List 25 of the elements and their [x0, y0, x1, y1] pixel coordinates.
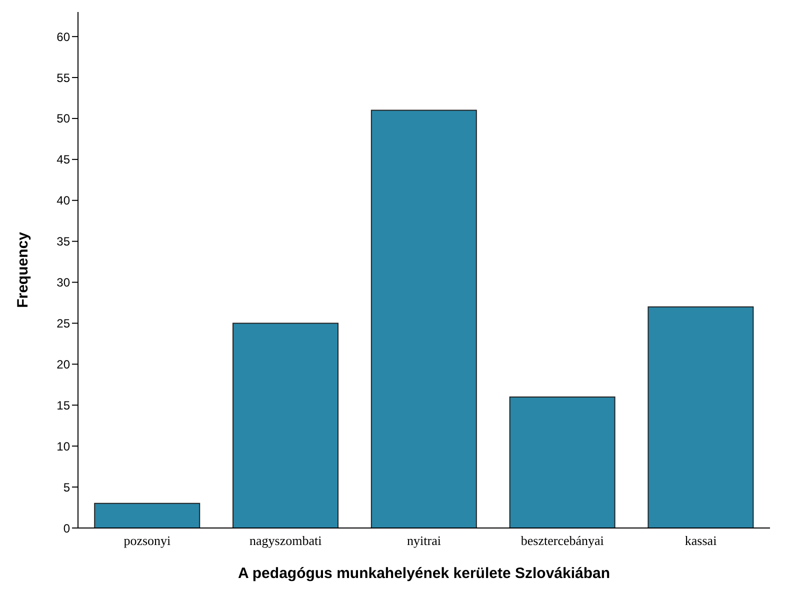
- y-tick-label: 30: [56, 276, 70, 290]
- x-axis-title: A pedagógus munkahelyének kerülete Szlovákiában: [238, 565, 610, 582]
- x-tick-label: kassai: [684, 533, 718, 548]
- y-axis-title: Frequency: [14, 231, 32, 308]
- y-tick-label: 5: [63, 480, 70, 494]
- bar: [94, 502, 200, 528]
- bar: [509, 396, 616, 528]
- bar: [648, 306, 754, 528]
- y-tick-label: 45: [56, 152, 70, 167]
- x-tick-label: nagyszombati: [249, 533, 322, 548]
- y-tick-label: 35: [56, 234, 70, 249]
- y-tick-label: 55: [56, 70, 70, 85]
- y-tick-label: 25: [56, 316, 70, 330]
- y-tick-label: 50: [56, 112, 70, 126]
- bar: [370, 110, 477, 528]
- y-tick-label: 10: [56, 439, 70, 454]
- bar: [232, 322, 339, 528]
- x-tick-label: nyitrai: [407, 533, 442, 548]
- x-tick-label: besztercebányai: [520, 533, 604, 548]
- y-tick-label: 20: [56, 357, 70, 372]
- y-tick-label: 15: [56, 398, 70, 412]
- y-tick-label: 60: [56, 30, 70, 44]
- y-tick-label: 0: [63, 521, 70, 536]
- y-tick-label: 40: [56, 194, 70, 208]
- x-tick-label: pozsonyi: [124, 533, 172, 548]
